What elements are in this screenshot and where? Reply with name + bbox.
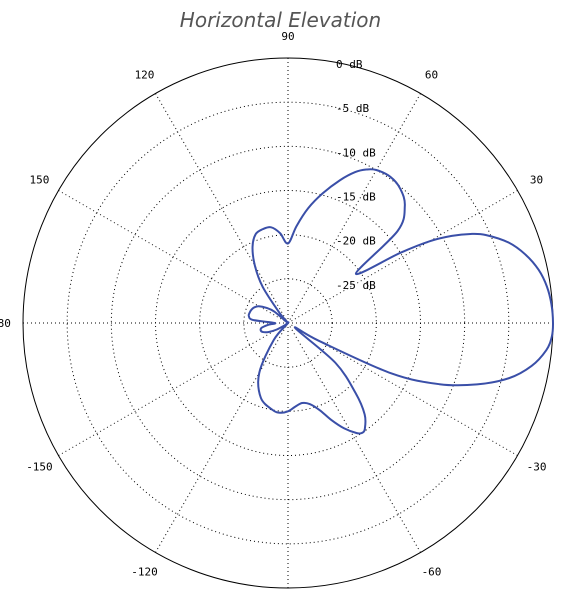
radial-tick-label: -25 dB (336, 279, 376, 292)
grid-spoke (155, 322, 289, 553)
radiation-pattern-line (247, 168, 555, 435)
radial-tick-label: -10 dB (336, 146, 376, 159)
angle-tick-label: -60 (422, 566, 442, 579)
angle-tick-label: 90 (281, 30, 294, 43)
angle-tick-label: -30 (527, 461, 547, 474)
angle-tick-label: -120 (131, 566, 158, 579)
angle-tick-label: 30 (530, 174, 543, 187)
angle-tick-label: -150 (26, 461, 53, 474)
chart-title: Horizontal Elevation (179, 8, 382, 32)
angle-tick-label: 150 (30, 174, 50, 187)
grid-spoke (155, 93, 289, 324)
radial-tick-label: -5 dB (336, 102, 369, 115)
angle-tick-label: 120 (135, 68, 155, 81)
radial-tick-label: 0 dB (336, 58, 363, 71)
series-layer (247, 168, 555, 435)
grid-spoke (287, 190, 518, 324)
grid-spoke (58, 322, 289, 456)
tick-labels: 0306090120150180-150-120-90-60-300 dB-5 … (0, 30, 547, 579)
grid-spoke (58, 190, 289, 324)
angle-tick-label: 180 (0, 317, 11, 330)
angle-tick-label: 60 (425, 68, 438, 81)
radial-tick-label: -15 dB (336, 191, 376, 204)
grid-spoke (287, 93, 421, 324)
radial-tick-label: -20 dB (336, 235, 376, 248)
grid-spoke (287, 322, 421, 553)
